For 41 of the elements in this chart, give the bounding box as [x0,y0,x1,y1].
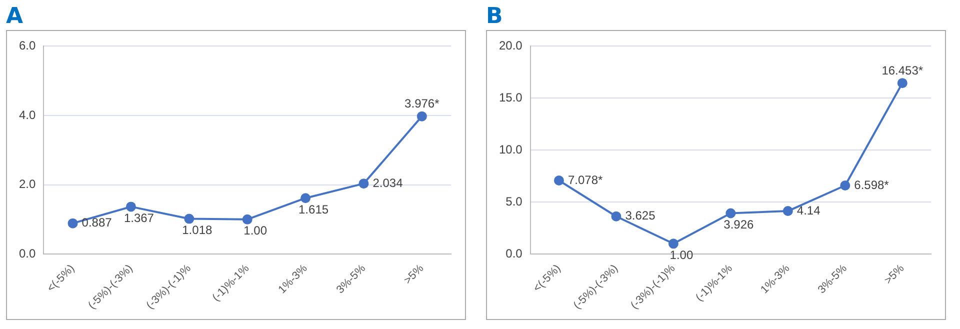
point [68,218,78,228]
data-label: 1.00 [670,248,694,262]
point [611,211,622,222]
x-tick-label: >5% [402,262,426,287]
chart-title: A [6,4,24,30]
data-label: 1.367 [124,211,154,226]
point [668,238,678,249]
data-label: 3.625 [625,208,656,223]
y-tick-label: 20.0 [498,38,523,53]
data-label: 1.615 [298,202,329,216]
point [126,202,136,212]
y-tick-label: 0.0 [506,246,523,260]
point [184,214,194,224]
x-tick-label: >5% [882,262,907,287]
point [840,180,850,190]
data-label: 3.926 [724,218,754,232]
data-label: 1.018 [182,223,212,238]
data-label: 2.034 [372,176,404,190]
y-tick-label: 4.0 [18,108,36,122]
point [782,206,793,216]
point [554,175,564,186]
y-tick-label: 6.0 [18,38,36,53]
point [358,178,369,189]
data-label: 4.14 [796,203,821,218]
point [242,214,252,224]
data-label: 7.078* [568,172,603,187]
data-label: 1.00 [244,224,268,238]
data-label: 0.887 [82,216,112,230]
y-tick-label: 0.0 [18,246,36,260]
data-label: 6.598* [854,178,890,192]
point [416,111,427,122]
data-label: 3.976* [404,96,440,111]
chart-title: B [486,4,504,30]
y-tick-label: 10.0 [498,142,523,156]
y-tick-label: 5.0 [506,194,523,208]
data-label: 16.453* [882,63,924,78]
point [726,208,736,218]
point [300,193,311,204]
y-tick-label: 15.0 [498,90,523,104]
point [897,78,908,88]
y-tick-label: 2.0 [18,177,36,192]
